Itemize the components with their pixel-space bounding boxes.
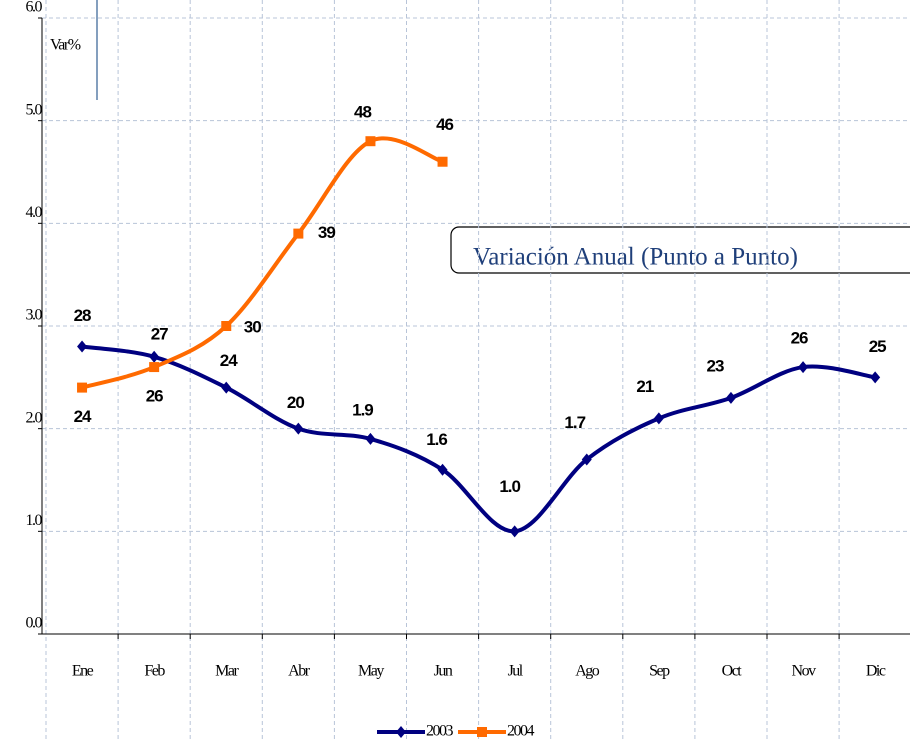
- x-tick-label: Sep: [649, 663, 670, 680]
- marker: [293, 228, 304, 239]
- data-label: 21: [636, 377, 653, 396]
- y-tick-label: 2.0: [26, 409, 43, 426]
- data-label: 39: [318, 223, 335, 242]
- legend-marker: [396, 726, 406, 738]
- data-label: 26: [791, 329, 808, 348]
- marker: [653, 412, 664, 425]
- data-label: 26: [146, 387, 163, 406]
- marker: [725, 391, 736, 404]
- data-label: 1.9: [352, 400, 373, 419]
- data-label: 24: [74, 407, 92, 426]
- data-label: 24: [220, 351, 238, 370]
- x-tick-label: Nov: [792, 663, 817, 680]
- y-axis-label: Var%: [50, 37, 81, 54]
- marker: [221, 381, 232, 394]
- x-tick-label: Dic: [866, 663, 886, 680]
- data-label: 27: [151, 324, 168, 343]
- annotation: Variación Anual (Punto a Punto): [473, 244, 798, 271]
- marker: [221, 321, 232, 331]
- x-tick-label: Oct: [722, 663, 743, 680]
- y-tick-label: 4.0: [26, 204, 43, 221]
- y-tick-label: 3.0: [26, 307, 43, 324]
- data-label: 23: [706, 356, 723, 375]
- y-tick-label: 0.0: [26, 615, 43, 632]
- marker: [77, 382, 88, 393]
- data-label: 1.7: [564, 413, 585, 432]
- legend-label: 2004: [507, 723, 535, 740]
- y-tick-label: 6.0: [26, 0, 43, 16]
- x-tick-label: Jun: [434, 663, 453, 680]
- data-label: 48: [354, 103, 371, 122]
- marker: [149, 350, 160, 363]
- data-label: 20: [287, 393, 304, 412]
- data-label: 1.6: [426, 430, 447, 449]
- x-tick-label: Mar: [215, 663, 239, 680]
- data-label: 1.0: [499, 477, 520, 496]
- marker: [149, 362, 160, 373]
- y-tick-label: 1.0: [26, 512, 43, 529]
- marker: [509, 525, 520, 538]
- legend-marker: [477, 727, 487, 737]
- data-label: 46: [436, 115, 453, 134]
- marker: [581, 453, 592, 466]
- x-tick-label: Ene: [72, 663, 94, 680]
- data-label: 28: [74, 306, 91, 325]
- marker: [437, 463, 448, 476]
- x-tick-label: Feb: [144, 663, 165, 680]
- marker: [798, 361, 809, 374]
- marker: [437, 156, 448, 167]
- x-tick-label: Abr: [288, 663, 311, 680]
- marker: [365, 432, 376, 445]
- marker: [293, 422, 304, 435]
- x-tick-label: Jul: [508, 663, 524, 680]
- marker: [365, 136, 376, 147]
- annotation-box: [450, 226, 910, 274]
- y-tick-label: 5.0: [26, 101, 43, 118]
- data-label: 25: [869, 337, 886, 356]
- legend-label: 2003: [426, 723, 454, 740]
- marker: [77, 340, 88, 353]
- x-tick-label: May: [358, 663, 384, 680]
- marker: [870, 371, 881, 384]
- x-tick-label: Ago: [575, 663, 600, 680]
- data-label: 30: [244, 317, 261, 336]
